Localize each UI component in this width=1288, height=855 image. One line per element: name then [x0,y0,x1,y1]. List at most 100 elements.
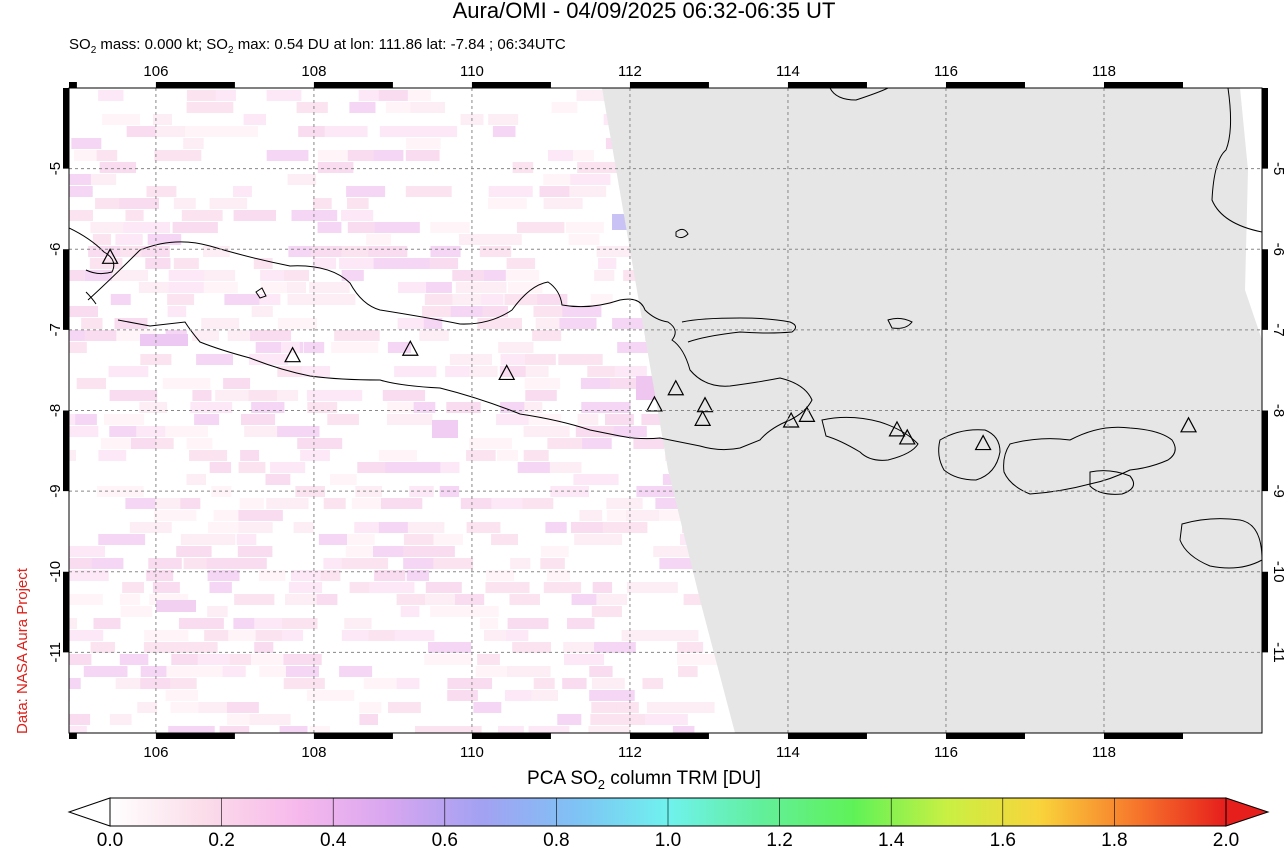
lon-tick-label-bottom: 106 [143,744,168,761]
so2-pixel [140,666,182,677]
so2-pixel [323,498,346,509]
frame-tick-bar [63,410,69,492]
so2-pixel [545,522,567,533]
so2-pixel [533,678,555,689]
so2-pixel [602,522,648,533]
so2-pixel [291,570,335,581]
so2-pixel [114,318,148,329]
so2-pixel [533,306,580,317]
so2-pixel [488,114,519,125]
so2-pixel [265,474,291,485]
so2-pixel [563,642,598,653]
so2-pixel [406,570,429,581]
so2-pixel [140,678,174,689]
so2-pixel [69,726,87,733]
so2-pixel [277,426,320,437]
so2-pixel [298,126,344,137]
so2-pixel [156,600,196,612]
so2-pixel [621,630,654,641]
so2-pixel [204,630,235,641]
so2-pixel [176,546,212,557]
so2-pixel [423,318,443,329]
so2-pixel [239,498,264,509]
coastlines [69,88,1262,569]
so2-pixel [445,366,475,377]
so2-pixel [368,630,411,641]
so2-pixel [139,402,168,413]
so2-pixel [123,222,171,233]
frame-tick-bar [69,82,77,88]
so2-pixel [596,594,628,605]
frame-tick-bar [313,733,393,739]
frame-tick-bar [155,82,235,88]
so2-pixel [282,630,303,641]
map-subtitle: SO2 mass: 0.000 kt; SO2 max: 0.54 DU at … [69,36,566,56]
lon-tick-label-top: 110 [460,63,484,80]
so2-pixel [596,246,643,257]
volcano-triangle-icon [798,406,816,422]
so2-pixel [146,186,177,197]
so2-pixel [285,666,319,677]
so2-pixel [171,654,215,665]
so2-pixel [344,618,372,629]
so2-pixel [149,594,189,605]
so2-pixel [484,630,525,641]
so2-pixel [525,390,557,401]
so2-pixel [126,126,156,137]
so2-pixel [276,390,299,401]
so2-pixel [76,378,106,389]
so2-pixel [279,726,308,733]
so2-pixel [253,258,273,269]
lon-tick-label-bottom: 110 [460,744,484,761]
so2-pixel [543,582,582,593]
so2-pixel [508,282,543,293]
so2-pixel [433,534,463,545]
so2-pixel [109,426,137,437]
volcano-triangle-icon [401,339,419,356]
so2-pixel [249,714,291,725]
so2-pixel [405,150,440,161]
so2-pixel [683,594,710,605]
frame-tick-bar [471,82,551,88]
so2-pixel [537,294,568,305]
so2-pixel [38,498,62,509]
so2-pixel [540,546,569,557]
so2-pixel [147,234,182,245]
so2-pixel [403,534,447,545]
so2-pixel [407,522,445,533]
so2-pixel [576,90,605,101]
so2-pixel [233,618,265,629]
lon-tick-label-top: 116 [934,63,958,80]
max-time-value: 06:34UTC [497,36,566,53]
so2-pixel [374,570,406,581]
so2-pixel [498,726,524,733]
so2-pixel [558,354,603,365]
so2-pixel [330,390,363,401]
so2-pixel [570,174,611,185]
so2-pixel [69,342,87,353]
so2-pixel [69,690,70,701]
so2-pixel [546,570,571,581]
so2-pixel [562,306,602,317]
so2-pixel [525,738,571,749]
so2-pixel [569,186,607,197]
so2-pixel [98,534,146,545]
so2-pixel [407,90,431,101]
so2-pixel [507,618,549,629]
so2-map: 106 106 108 108 110 110 112 112 114 114 116 116 118 1… [38,63,1287,761]
so2-pixel [91,558,124,569]
so2-pixel [524,402,543,413]
so2-pixel [357,462,388,473]
so2-pixel [119,594,141,605]
frame-tick-bar [63,88,69,169]
so2-pixel [83,666,128,677]
so2-pixel [69,174,91,185]
so2-pixel [211,534,236,545]
lat-tick-label-left: -8 [47,404,64,417]
so2-pixel [479,618,499,629]
so2-pixel [577,162,622,173]
so2-pixel [227,330,259,341]
so2-pixel [254,642,274,653]
so2-pixel [125,498,156,509]
so2-pixel [196,354,233,365]
